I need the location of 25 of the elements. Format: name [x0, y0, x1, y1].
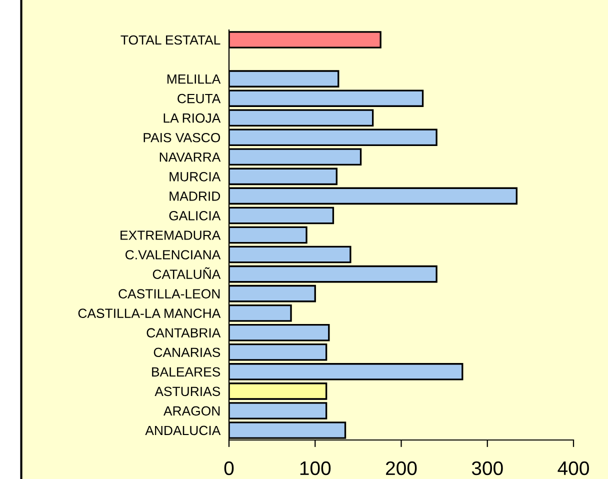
y-tick-label: CASTILLA-LEON: [118, 289, 220, 298]
y-tick-label: C.VALENCIANA: [126, 250, 221, 260]
y-tick-label: CANTABRIA: [146, 328, 221, 338]
x-tick-label: 400: [558, 461, 589, 476]
x-tick-label: 0: [224, 461, 234, 476]
x-tick-label: 100: [300, 461, 331, 476]
y-tick-label: NAVARRA: [160, 152, 221, 162]
y-tick-label: PAIS VASCO: [144, 132, 220, 142]
y-tick-label: MADRID: [170, 192, 220, 201]
y-tick-label: MELILLA: [167, 74, 221, 84]
y-tick-label: BALEARES: [152, 367, 220, 377]
y-tick-label: CEUTA: [178, 94, 221, 104]
y-tick-label: CASTILLA-LA MANCHA: [78, 308, 221, 318]
y-tick-label: EXTREMADURA: [120, 230, 221, 240]
x-tick-label: 300: [472, 461, 503, 476]
y-tick-label: ASTURIAS: [154, 386, 220, 396]
y-tick-label: GALICIA: [169, 211, 221, 220]
y-tick-label: ANDALUCIA: [145, 426, 221, 436]
y-tick-label: TOTAL ESTATAL: [120, 35, 220, 45]
y-tick-label: MURCIA: [170, 172, 221, 182]
y-tick-label: CANARIAS: [154, 348, 220, 358]
y-tick-label: CATALUÑA: [152, 267, 221, 279]
y-tick-label: LA RIOJA: [164, 113, 221, 123]
x-tick-label: 200: [386, 461, 417, 476]
y-tick-label: ARAGON: [164, 406, 220, 416]
